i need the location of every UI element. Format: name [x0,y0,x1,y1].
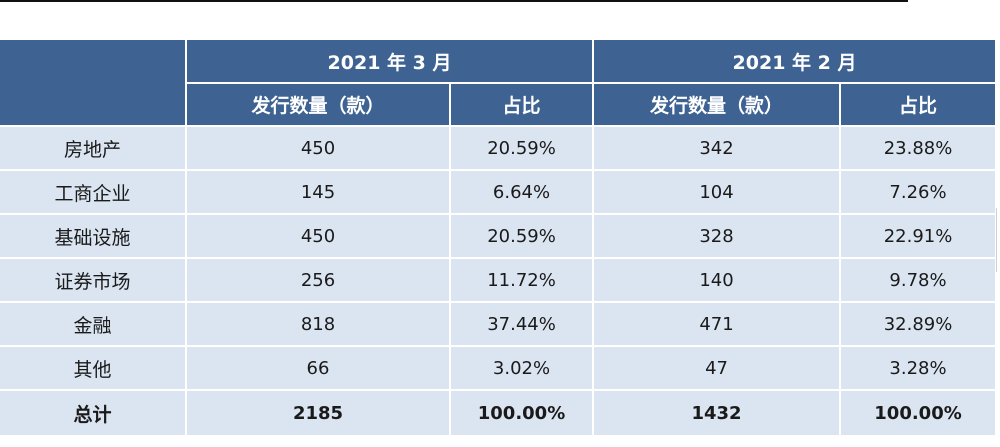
row-february-share: 9.78% [839,258,996,303]
row-february-count: 328 [592,214,841,259]
table-row: 房地产 450 20.59% 342 23.88% [0,126,996,171]
row-march-share: 3.02% [448,346,594,391]
header-period-february: 2021 年 2 月 [592,40,996,84]
row-february-share: 3.28% [839,346,996,391]
row-february-share: 23.88% [839,126,996,171]
total-row: 总计 2185 100.00% 1432 100.00% [0,390,996,435]
row-category: 基础设施 [0,214,186,259]
row-category: 工商企业 [0,170,186,215]
header-march-share: 占比 [448,83,594,127]
table-row: 金融 818 37.44% 471 32.89% [0,302,996,347]
header-march-count: 发行数量（款） [185,83,450,127]
table-row: 其他 66 3.02% 47 3.28% [0,346,996,391]
header-february-share: 占比 [839,83,996,127]
row-february-count: 342 [592,126,841,171]
row-march-share: 20.59% [448,214,594,259]
row-february-count: 140 [592,258,841,303]
row-march-count: 450 [185,126,450,171]
row-march-share: 6.64% [448,170,594,215]
total-february-share: 100.00% [839,390,996,435]
row-march-count: 818 [185,302,450,347]
top-rule [0,0,908,2]
header-period-march: 2021 年 3 月 [184,40,594,84]
total-february-count: 1432 [592,390,841,435]
trust-issuance-table: 2021 年 3 月 2021 年 2 月 发行数量（款） 占比 发行数量（款）… [0,40,996,435]
table-row: 工商企业 145 6.64% 104 7.26% [0,170,996,215]
row-february-share: 32.89% [839,302,996,347]
header-february-count: 发行数量（款） [592,83,841,127]
row-march-count: 256 [185,258,450,303]
total-march-count: 2185 [185,390,450,435]
edge-mark [996,208,1000,272]
row-march-count: 66 [185,346,450,391]
header-row-columns: 发行数量（款） 占比 发行数量（款） 占比 [0,83,996,127]
table-row: 基础设施 450 20.59% 328 22.91% [0,214,996,259]
row-february-count: 47 [592,346,841,391]
row-march-count: 450 [185,214,450,259]
table-row: 证券市场 256 11.72% 140 9.78% [0,258,996,303]
header-row-periods: 2021 年 3 月 2021 年 2 月 [0,40,996,127]
row-february-count: 471 [592,302,841,347]
row-march-count: 145 [185,170,450,215]
total-label: 总计 [0,390,186,435]
row-category: 其他 [0,346,186,391]
row-category: 房地产 [0,126,186,171]
row-march-share: 11.72% [448,258,594,303]
row-category: 金融 [0,302,186,347]
row-february-share: 7.26% [839,170,996,215]
header-corner-cell [0,40,186,127]
row-category: 证券市场 [0,258,186,303]
row-february-count: 104 [592,170,841,215]
row-march-share: 20.59% [448,126,594,171]
row-march-share: 37.44% [448,302,594,347]
total-march-share: 100.00% [448,390,594,435]
row-february-share: 22.91% [839,214,996,259]
